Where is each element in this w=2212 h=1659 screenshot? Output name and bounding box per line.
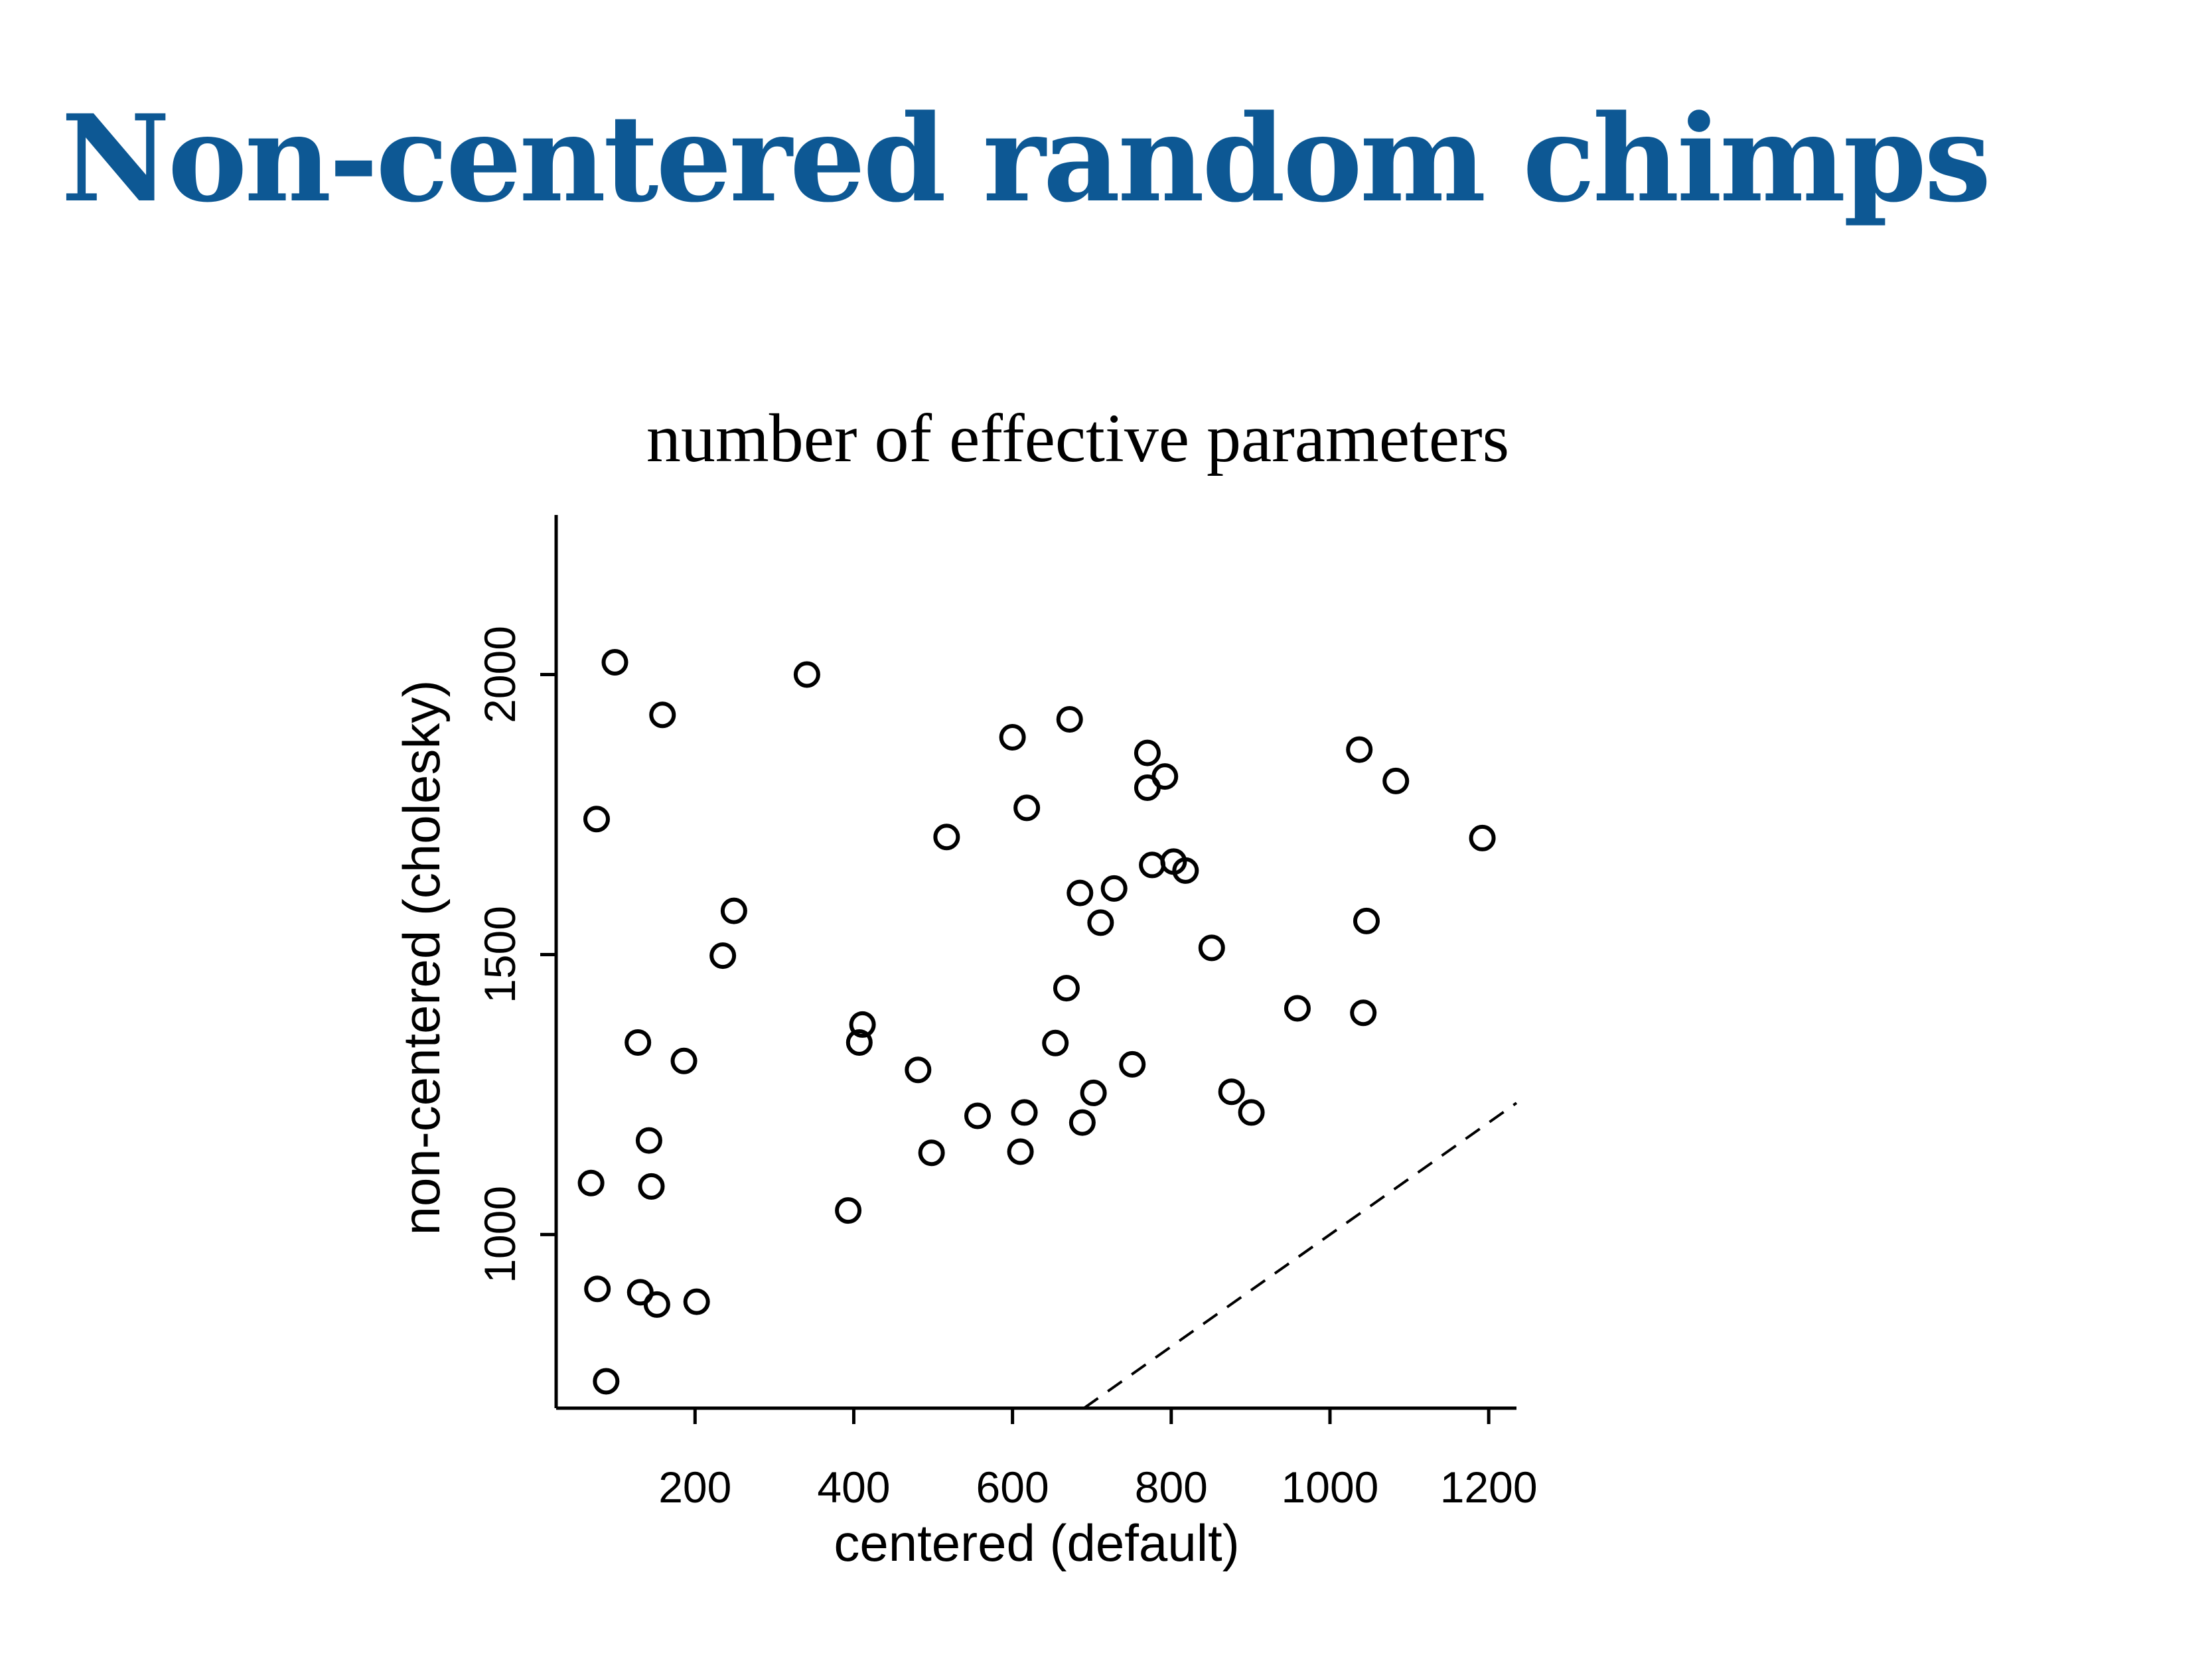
data-point: [643, 1291, 670, 1318]
data-point: [849, 1011, 876, 1038]
data-point: [1139, 851, 1166, 879]
data-point: [709, 942, 737, 970]
data-point: [584, 1275, 611, 1303]
data-point: [670, 1047, 698, 1074]
data-point: [635, 1127, 662, 1154]
x-tick-label: 600: [976, 1463, 1049, 1512]
data-point: [649, 701, 676, 729]
data-point: [1013, 794, 1041, 822]
data-point: [835, 1197, 862, 1224]
data-point: [1172, 857, 1199, 884]
data-point: [1198, 934, 1225, 962]
data-point: [1382, 767, 1410, 794]
slide-title: Non-centered random chimps: [61, 89, 1992, 229]
data-point: [720, 897, 747, 924]
x-tick-label: 1000: [1282, 1463, 1379, 1512]
data-point: [1011, 1099, 1038, 1126]
data-point: [999, 724, 1026, 751]
data-point: [1087, 909, 1114, 936]
data-point: [638, 1173, 665, 1200]
y-tick-label: 1500: [475, 906, 524, 1003]
data-point: [964, 1102, 992, 1129]
x-tick-label: 800: [1135, 1463, 1208, 1512]
reference-line: [1083, 1102, 1518, 1409]
data-point: [1100, 875, 1128, 902]
data-point: [593, 1368, 620, 1395]
y-tick-label: 2000: [475, 626, 524, 723]
data-point: [627, 1279, 654, 1306]
x-tick-label: 200: [658, 1463, 731, 1512]
y-axis-label: non-centered (cholesky): [392, 680, 451, 1236]
data-point: [1080, 1079, 1107, 1106]
data-point: [583, 806, 610, 833]
data-point: [1218, 1078, 1245, 1106]
data-point: [1042, 1029, 1069, 1056]
axes: [554, 515, 1516, 1410]
data-point: [683, 1288, 710, 1315]
data-point: [577, 1169, 605, 1196]
data-point: [1346, 736, 1373, 763]
data-point: [905, 1056, 932, 1084]
x-tick-label: 400: [817, 1463, 890, 1512]
data-point: [1069, 1109, 1096, 1136]
y-ticks: 1000 1500 2000: [475, 626, 556, 1283]
chart-title: number of effective parameters: [646, 400, 1509, 476]
y-tick-label: 1000: [475, 1186, 524, 1283]
data-point: [933, 824, 960, 851]
data-point: [1053, 975, 1080, 1002]
data-point: [601, 648, 628, 676]
data-point: [793, 661, 820, 688]
data-point: [1353, 907, 1380, 934]
data-point: [1007, 1138, 1034, 1165]
x-tick-label: 1200: [1440, 1463, 1538, 1512]
data-point: [1067, 879, 1094, 906]
data-point: [1284, 995, 1311, 1022]
x-axis-label: centered (default): [834, 1514, 1239, 1572]
data-point: [1350, 999, 1377, 1027]
data-points: [577, 648, 1496, 1395]
data-point: [1134, 739, 1161, 766]
data-point: [1134, 774, 1161, 801]
data-point: [1119, 1050, 1146, 1078]
data-point: [918, 1139, 945, 1167]
data-point: [1056, 706, 1083, 733]
data-point: [1469, 824, 1496, 851]
data-point: [1238, 1099, 1265, 1126]
data-point: [625, 1029, 652, 1056]
x-ticks: 200 400 600 800 1000 1200: [658, 1408, 1538, 1512]
data-point: [846, 1029, 873, 1056]
